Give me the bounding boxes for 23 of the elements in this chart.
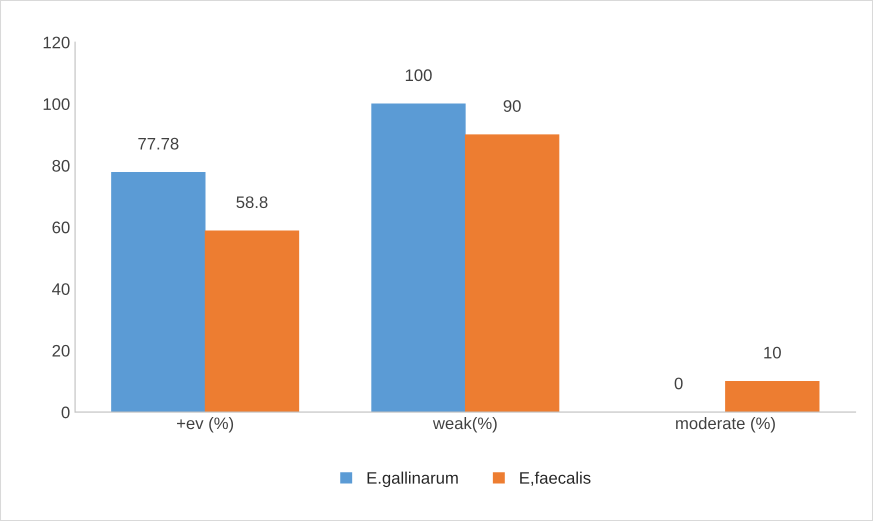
legend-label: E,faecalis [520, 472, 590, 486]
data-label: 0 [674, 378, 683, 390]
x-tick-label: +ev (%) [177, 416, 234, 432]
data-label: 10 [764, 346, 781, 359]
legend-label: E.gallinarum [368, 472, 458, 488]
bar [111, 172, 206, 412]
data-label: 90 [504, 100, 521, 112]
y-tick-label: 60 [52, 222, 70, 234]
bar [725, 380, 820, 412]
y-tick-label: 100 [44, 98, 70, 110]
data-label: 100 [406, 69, 432, 82]
y-tick-label: 120 [44, 36, 70, 48]
bar [464, 134, 560, 412]
data-label: 58.8 [236, 196, 268, 208]
bar [204, 230, 300, 412]
x-tick-label: moderate (%) [676, 416, 775, 432]
y-tick-label: 80 [52, 160, 70, 172]
data-label: 77.78 [138, 138, 178, 150]
bar [371, 104, 466, 412]
x-tick-label: weak(%) [432, 416, 497, 432]
y-tick-label: 0 [62, 406, 70, 418]
y-tick-label: 20 [52, 344, 70, 357]
y-tick-label: 40 [52, 283, 70, 296]
